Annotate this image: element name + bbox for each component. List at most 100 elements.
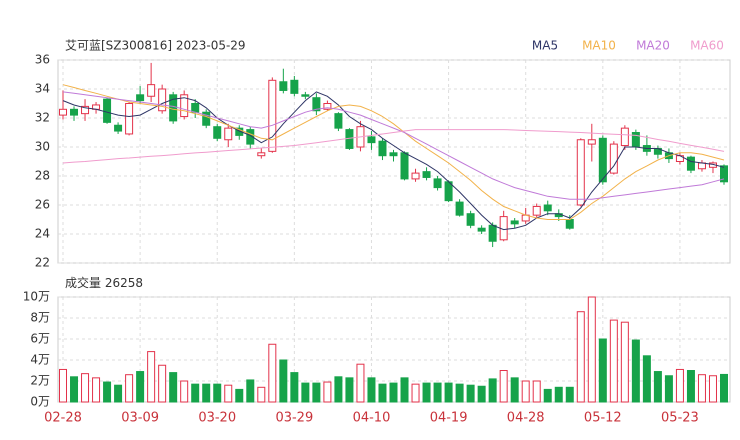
volume-bar (279, 359, 288, 403)
candle-body (466, 213, 475, 226)
candle-body (125, 103, 134, 135)
candle-body (301, 94, 310, 97)
candle-body (169, 94, 178, 122)
volume-tick-label: 2万 (30, 374, 50, 388)
volume-bar (59, 368, 67, 403)
candle-body (257, 152, 266, 157)
volume-bar (488, 378, 497, 403)
volume-bar (631, 339, 640, 403)
legend-label: MA5 (532, 39, 558, 53)
x-tick-label: 03-20 (198, 411, 236, 426)
candle-body (246, 129, 255, 145)
candle-body (510, 220, 519, 225)
volume-bar (301, 382, 310, 403)
candle-body (180, 94, 189, 118)
volume-bar (92, 377, 101, 403)
y-tick-label: 26 (35, 198, 50, 212)
volume-bar (720, 373, 728, 403)
candle-body (389, 152, 398, 157)
ma-line (62, 91, 725, 200)
y-tick-label: 22 (35, 256, 50, 270)
volume-bar (334, 376, 343, 403)
candle-body (609, 143, 618, 174)
volume-bar (521, 380, 530, 403)
volume-bar (235, 388, 244, 403)
volume-name: 成交量 (65, 275, 101, 290)
candle-body (158, 88, 167, 112)
volume-bar (147, 351, 156, 403)
volume-bar (653, 371, 662, 403)
volume-bar (675, 368, 684, 403)
volume-bar (367, 377, 376, 403)
candle-body (720, 165, 728, 183)
candle-body (103, 98, 112, 123)
x-tick-label: 05-23 (661, 411, 699, 426)
volume-bar (70, 376, 79, 403)
volume-bar (543, 388, 552, 403)
volume-label: 成交量 26258 (65, 275, 143, 290)
legend-label: MA20 (636, 39, 670, 53)
candle-body (686, 156, 695, 171)
volume-latest: 26258 (105, 276, 143, 290)
candle-body (279, 81, 288, 91)
volume-bar (422, 382, 431, 403)
volume-bar (686, 370, 695, 403)
x-tick-label: 03-09 (121, 411, 159, 426)
volume-tick-label: 8万 (30, 311, 50, 325)
chart-title: 艾可蓝[SZ300816] 2023-05-29 (65, 39, 246, 53)
volume-bar (411, 383, 420, 403)
x-tick-label: 02-28 (44, 411, 82, 426)
volume-bar (81, 373, 90, 403)
y-tick-label: 30 (35, 140, 50, 154)
volume-bar (664, 375, 673, 403)
candle-body (59, 108, 67, 116)
candle-body (70, 108, 79, 116)
volume-bar (180, 380, 189, 403)
candle-body (323, 103, 332, 110)
volume-bar (400, 377, 409, 403)
volume-bar (378, 383, 387, 403)
candle-body (81, 105, 90, 115)
legend-label: MA60 (690, 39, 724, 53)
candle-body (422, 171, 431, 178)
volume-bar (444, 382, 453, 403)
y-tick-label: 34 (35, 82, 50, 96)
volume-bar (290, 372, 299, 403)
volume-bar (389, 382, 398, 403)
volume-tick-label: 0万 (30, 395, 50, 409)
volume-bar (114, 384, 123, 403)
candle-body (455, 201, 464, 216)
y-tick-label: 24 (35, 227, 50, 241)
volume-bar (466, 384, 475, 403)
candle-body (378, 140, 387, 157)
volume-bar (202, 383, 211, 403)
ma-line (62, 91, 725, 231)
candle-body (114, 124, 123, 132)
volume-bar (477, 385, 486, 403)
candle-body (136, 94, 145, 102)
volume-bar (213, 383, 222, 403)
candle-body (290, 79, 299, 94)
legend-label: MA10 (582, 39, 616, 53)
volume-bar (598, 338, 607, 403)
x-tick-label: 04-10 (353, 411, 391, 426)
y-tick-label: 32 (35, 111, 50, 125)
volume-tick-label: 10万 (23, 290, 50, 304)
volume-bar (136, 371, 145, 403)
volume-bar (103, 381, 112, 403)
candle-body (620, 127, 629, 147)
volume-bar (554, 386, 563, 403)
ma-line (62, 129, 725, 164)
candle-body (532, 205, 541, 216)
candle-body (411, 172, 420, 180)
candle-body (224, 127, 233, 141)
volume-bar (455, 383, 464, 403)
candle-body (147, 84, 156, 97)
volume-bar (158, 364, 167, 403)
y-tick-label: 28 (35, 169, 50, 183)
volume-bar (191, 383, 200, 403)
volume-bar (312, 382, 321, 403)
candle-body (576, 139, 585, 206)
volume-bar (257, 386, 266, 403)
